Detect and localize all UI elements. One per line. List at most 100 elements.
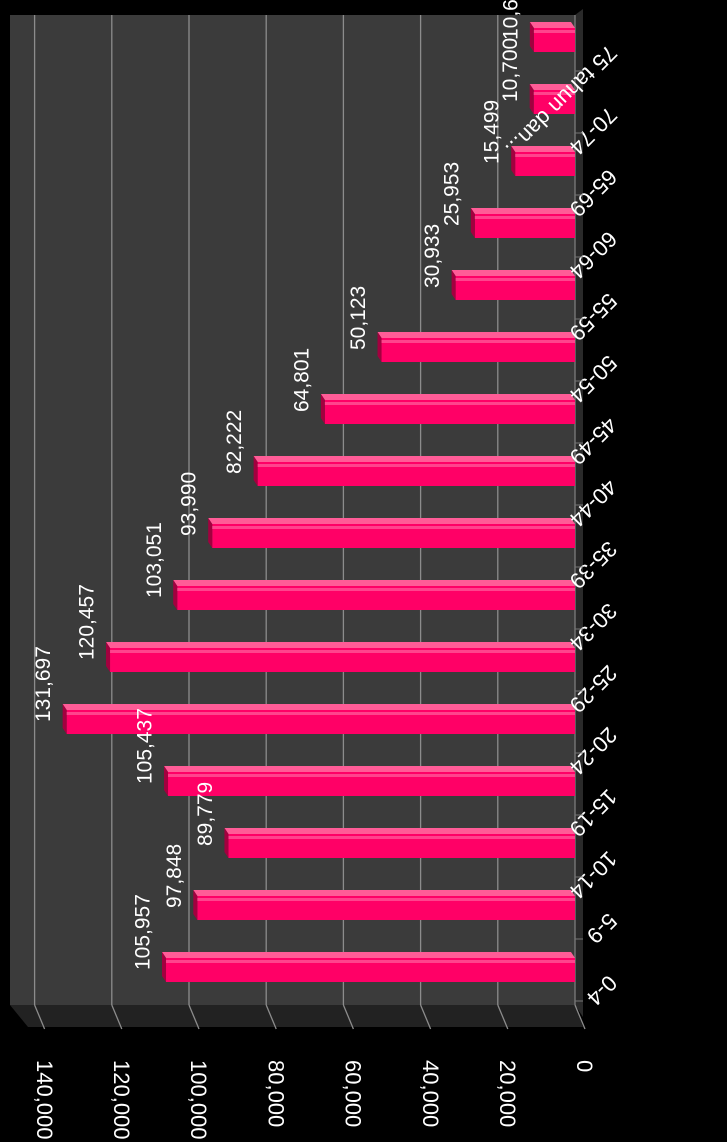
bar-highlight [474, 216, 575, 219]
floor-gridline [188, 1004, 200, 1030]
bar-end [162, 952, 167, 982]
bar [164, 766, 575, 796]
floor-gridline [497, 1004, 509, 1030]
bar-highlight [455, 278, 575, 281]
bar-top [511, 146, 575, 152]
bar-top [320, 394, 575, 400]
bar-highlight [257, 464, 575, 467]
data-label: 120,457 [76, 584, 99, 660]
bar [106, 642, 575, 672]
bar-end [193, 890, 198, 920]
data-label: 50,123 [347, 286, 370, 350]
floor-gridline [265, 1004, 277, 1030]
bar-top [164, 766, 575, 772]
data-label: 93,990 [178, 472, 201, 536]
data-label: 82,222 [223, 410, 246, 474]
value-tick-label: 0 [572, 1060, 597, 1072]
bar-end [470, 208, 475, 238]
bar-top [162, 952, 575, 958]
bar-highlight [515, 154, 575, 157]
bar-end [173, 580, 178, 610]
bar-highlight [381, 340, 575, 343]
value-axis: 0 20,000 40,000 60,000 80,000 100,000 120,000 1… [32, 1060, 597, 1140]
bar-end [164, 766, 169, 796]
bar-top [173, 580, 575, 586]
data-labels: 105,957 97,848 89,779 105,437 131,697 120,457… [32, 0, 522, 970]
bar-highlight [197, 898, 576, 901]
bar [470, 208, 575, 238]
value-tick-label: 40,000 [418, 1060, 443, 1127]
bar [451, 270, 575, 300]
floor-gridline [420, 1004, 432, 1030]
category-label: 0-4 [582, 970, 622, 1010]
bar-end [106, 642, 111, 672]
floor-gridline [574, 1004, 586, 1030]
value-tick-label: 140,000 [32, 1060, 57, 1140]
data-label: 10,663 [499, 0, 522, 40]
bar-top [224, 828, 575, 834]
bar [253, 456, 575, 486]
bar [162, 952, 575, 982]
bar-top [253, 456, 575, 462]
bar [193, 890, 576, 920]
data-label: 30,933 [421, 224, 444, 288]
bar-end [511, 146, 516, 176]
floor-gridline [342, 1004, 354, 1030]
bar-end [320, 394, 325, 424]
bar-end [62, 704, 67, 734]
bar [224, 828, 575, 858]
bar-highlight [168, 774, 575, 777]
value-tick-label: 100,000 [186, 1060, 211, 1140]
bar-end [529, 84, 534, 114]
bar-highlight [324, 402, 575, 405]
bar-highlight [177, 588, 575, 591]
bar-highlight [66, 712, 575, 715]
bar-end [529, 22, 534, 52]
bar-end [253, 456, 258, 486]
floor-gridline [33, 1004, 46, 1030]
data-label: 97,848 [163, 844, 186, 908]
data-label: 131,697 [32, 646, 55, 722]
plot-side-wall [575, 9, 583, 1017]
bar [208, 518, 575, 548]
bar [377, 332, 575, 362]
bar-end [224, 828, 229, 858]
bar [511, 146, 575, 176]
value-tick-label: 20,000 [495, 1060, 520, 1127]
bar-top [208, 518, 575, 524]
data-label: 25,953 [440, 162, 463, 226]
data-label: 64,801 [290, 348, 313, 412]
bar [320, 394, 575, 424]
bar-highlight [228, 836, 575, 839]
bar-top [451, 270, 575, 276]
bar-end [377, 332, 382, 362]
bar [529, 22, 575, 52]
value-tick-label: 120,000 [109, 1060, 134, 1140]
bar-top [377, 332, 575, 338]
bar-end [208, 518, 213, 548]
data-label: 105,437 [134, 708, 157, 784]
value-tick-label: 60,000 [341, 1060, 366, 1127]
bar-top [106, 642, 575, 648]
bar-top [529, 84, 575, 90]
bar-top [529, 22, 575, 28]
data-label: 89,779 [194, 782, 217, 846]
bar-end [451, 270, 456, 300]
data-label: 105,957 [132, 894, 155, 970]
floor-gridline [111, 1004, 123, 1030]
data-label: 15,499 [481, 100, 504, 164]
bar-highlight [166, 960, 575, 963]
value-tick-label: 80,000 [263, 1060, 288, 1127]
plot-floor [10, 1005, 583, 1027]
bar-top [470, 208, 575, 214]
data-label: 10,700 [499, 38, 522, 102]
bar-top [62, 704, 575, 710]
category-label: 5-9 [582, 908, 622, 948]
bar-top [193, 890, 576, 896]
bar [62, 704, 575, 734]
bars [62, 22, 576, 982]
bar-highlight [212, 526, 575, 529]
data-label: 103,051 [143, 522, 166, 598]
bar [173, 580, 575, 610]
